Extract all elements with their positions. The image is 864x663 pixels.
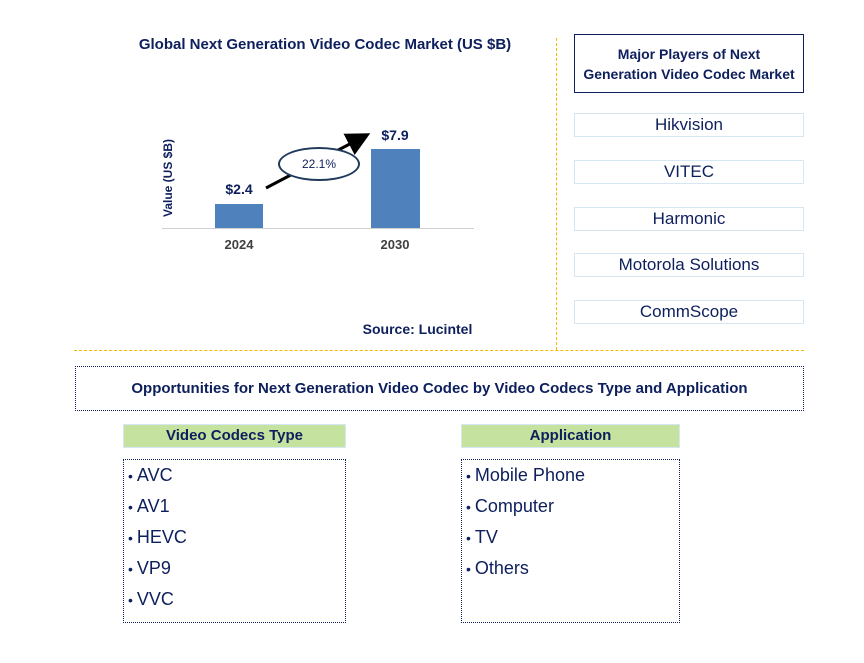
list-item: • TV	[466, 527, 498, 547]
opportunities-title-text: Opportunities for Next Generation Video …	[131, 380, 748, 397]
bullet-icon: •	[466, 561, 471, 577]
y-axis-label: Value (US $B)	[161, 138, 175, 218]
player-vitec: VITEC	[574, 160, 804, 184]
player-motorola-solutions: Motorola Solutions	[574, 253, 804, 277]
list-item: • Mobile Phone	[466, 465, 585, 485]
player-harmonic: Harmonic	[574, 207, 804, 231]
bar-value-label-2024: $2.4	[225, 181, 253, 197]
list-item: • Computer	[466, 496, 554, 516]
segment-list-application: • Mobile Phone • Computer • TV • Others	[461, 459, 680, 623]
bar-2030	[371, 149, 420, 228]
list-item: • VVC	[128, 589, 174, 609]
bar-value-label-2030: $7.9	[381, 127, 409, 143]
x-axis-line	[162, 228, 474, 229]
players-title: Major Players of Next Generation Video C…	[574, 34, 804, 93]
bullet-icon: •	[128, 499, 133, 515]
source-label: Source: Lucintel	[362, 321, 473, 337]
bullet-icon: •	[466, 530, 471, 546]
list-item: • AV1	[128, 496, 170, 516]
vertical-divider	[556, 38, 557, 350]
player-commscope: CommScope	[574, 300, 804, 324]
list-item: • Others	[466, 558, 529, 578]
x-tick-2024: 2024	[224, 237, 254, 252]
x-tick-2030: 2030	[380, 237, 410, 252]
players-title-text: Major Players of Next Generation Video C…	[583, 45, 795, 82]
segment-heading-application: Application	[461, 424, 680, 448]
player-hikvision: Hikvision	[574, 113, 804, 137]
bar-2024	[215, 204, 263, 228]
chart-title: Global Next Generation Video Codec Marke…	[138, 36, 512, 53]
horizontal-divider	[74, 350, 804, 351]
list-item: • VP9	[128, 558, 171, 578]
segment-list-video-codecs-type: • AVC • AV1 • HEVC • VP9 • VVC	[123, 459, 346, 623]
bullet-icon: •	[128, 561, 133, 577]
opportunities-title: Opportunities for Next Generation Video …	[75, 366, 804, 411]
list-item: • HEVC	[128, 527, 187, 547]
bullet-icon: •	[128, 530, 133, 546]
bullet-icon: •	[466, 499, 471, 515]
cagr-label: 22.1%	[301, 157, 337, 171]
bullet-icon: •	[128, 468, 133, 484]
bullet-icon: •	[466, 468, 471, 484]
cagr-badge: 22.1%	[278, 147, 360, 181]
list-item: • AVC	[128, 465, 173, 485]
bullet-icon: •	[128, 592, 133, 608]
segment-heading-video-codecs-type: Video Codecs Type	[123, 424, 346, 448]
